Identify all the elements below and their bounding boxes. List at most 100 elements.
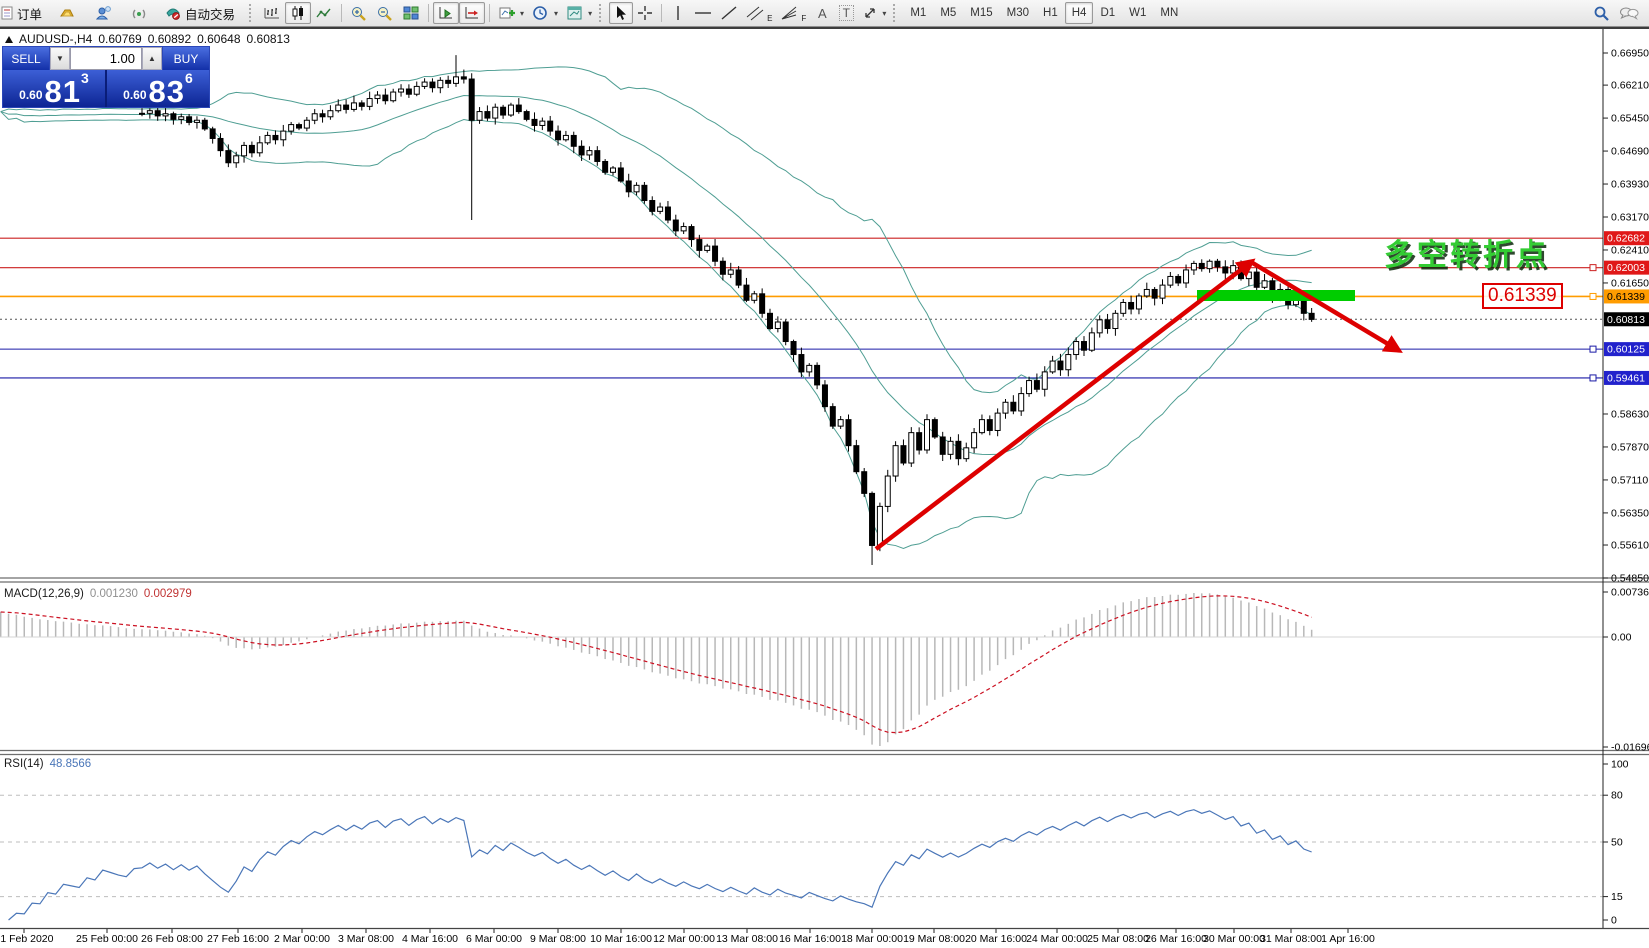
ohlc-close: 0.60813: [246, 32, 290, 46]
ohlc-low: 0.60648: [197, 32, 241, 46]
buy-button[interactable]: BUY: [162, 47, 209, 70]
indicator-axes: 0.007363 0.00 -0.01696 100 80 50 15 0: [1603, 587, 1649, 927]
label-tool-icon: T: [838, 5, 854, 21]
search-button[interactable]: [1589, 2, 1615, 24]
pane-frames: [0, 28, 1649, 930]
community-button[interactable]: [90, 2, 116, 24]
dropdown-arrow-icon: ▾: [520, 8, 525, 18]
templates-button[interactable]: ▾: [562, 2, 596, 24]
bid-pip-digit: 3: [81, 70, 89, 86]
rsi-axis-label: 100: [1611, 759, 1629, 771]
price-badge-label: 0.61339: [1607, 291, 1645, 303]
price-axis: 0.66950 0.66210 0.65450 0.64690 0.63930 0.631…: [1603, 48, 1649, 584]
line-chart-button[interactable]: [311, 2, 337, 24]
price-badge-label: 0.60125: [1607, 344, 1645, 356]
bar-chart-button[interactable]: [259, 2, 285, 24]
new-chart-button[interactable]: ▾: [494, 2, 528, 24]
arrows-tool-button[interactable]: ▾: [858, 2, 890, 24]
time-tick-label: 4 Mar 16:00: [402, 933, 458, 945]
autotrading-label: 自动交易: [185, 7, 236, 22]
channel-suffix: E: [767, 14, 773, 23]
rsi-value: 48.8566: [49, 758, 92, 770]
zoom-out-button[interactable]: [372, 2, 398, 24]
zoom-in-button[interactable]: [346, 2, 372, 24]
horizontal-line-button[interactable]: [690, 2, 716, 24]
timeframe-M15[interactable]: M15: [970, 7, 993, 19]
autotrading-button[interactable]: 自动交易: [160, 2, 239, 24]
price-badge: [1604, 231, 1649, 246]
timeframe-W1[interactable]: W1: [1129, 7, 1147, 19]
chart-shift-icon: [465, 7, 479, 19]
volume-input[interactable]: 1.00: [70, 47, 142, 70]
time-tick-label: 20 Mar 16:00: [965, 933, 1027, 945]
symbol-info: AUDUSD-,H4 0.60769 0.60892 0.60648 0.608…: [5, 32, 290, 46]
chart-drawings[interactable]: [874, 258, 1403, 551]
timeframe-M5[interactable]: M5: [940, 7, 957, 19]
one-click-trading-panel: SELL ▼ 1.00 ▲ BUY 0.60 81 3 0.60 83 6: [2, 46, 210, 108]
new-order-button[interactable]: 订单: [0, 2, 46, 24]
timeframe-MN[interactable]: MN: [1160, 7, 1179, 19]
price-badge-label: 0.60813: [1607, 314, 1645, 326]
crosshair-button[interactable]: [633, 2, 657, 24]
annotation-text[interactable]: 多空转折点: [1384, 239, 1549, 272]
timeframe-D1[interactable]: D1: [1100, 7, 1116, 19]
search-icon: [1594, 6, 1609, 21]
auto-scroll-icon: [439, 7, 453, 19]
chat-button[interactable]: [1615, 2, 1643, 24]
price-badge-label: 0.59461: [1607, 372, 1645, 384]
candlesticks: [139, 55, 1315, 565]
time-axis: 21 Feb 2020 25 Feb 00:00 26 Feb 08:00 27 Fe…: [0, 929, 1375, 945]
arrows-icon: [865, 8, 875, 18]
volume-increase-button[interactable]: ▲: [142, 47, 162, 70]
line-chart-icon: [316, 8, 331, 18]
trend-arrow-up: [874, 258, 1256, 551]
market-button[interactable]: [54, 2, 80, 24]
time-tick-label: 30 Mar 00:00: [1203, 933, 1265, 945]
price-tick-label: 0.66210: [1611, 80, 1649, 92]
price-tick-label: 0.61650: [1611, 277, 1649, 289]
timeframe-H4[interactable]: H4: [1064, 2, 1094, 24]
timeframe-H1[interactable]: H1: [1043, 7, 1058, 19]
timeframe-M30[interactable]: M30: [1006, 7, 1030, 19]
gold-icon: [60, 9, 74, 17]
equidistant-channel-button[interactable]: E: [742, 2, 776, 24]
chart-shift-button[interactable]: [459, 2, 486, 24]
horizontal-line-icon: [695, 12, 712, 14]
signals-button[interactable]: [126, 2, 152, 24]
ask-prefix: 0.60: [123, 88, 147, 102]
price-callout-box[interactable]: 0.61339: [1482, 283, 1563, 309]
candlestick-chart-button[interactable]: [285, 2, 312, 24]
fibonacci-button[interactable]: F: [776, 2, 810, 24]
macd-histogram: [0, 593, 1603, 746]
ask-price[interactable]: 0.60 83 6: [107, 70, 209, 107]
time-tick-label: 9 Mar 08:00: [530, 933, 586, 945]
macd-axis-label: 0.007363: [1611, 587, 1649, 599]
price-tick-label: 0.55610: [1611, 540, 1649, 552]
time-tick-label: 6 Mar 00:00: [466, 933, 522, 945]
tile-windows-button[interactable]: [398, 2, 424, 24]
chat-icon: [1620, 7, 1639, 20]
timeframe-M1[interactable]: M1: [910, 7, 927, 19]
price-tick-label: 0.64690: [1611, 146, 1649, 158]
periods-button[interactable]: ▾: [528, 2, 562, 24]
volume-decrease-button[interactable]: ▼: [50, 47, 70, 70]
time-tick-label: 25 Feb 00:00: [76, 933, 138, 945]
vertical-line-button[interactable]: [666, 2, 690, 24]
auto-scroll-button[interactable]: [433, 2, 460, 24]
highlight-rectangle: [1197, 290, 1355, 301]
toolbar-separator: [341, 4, 343, 22]
text-tool-button[interactable]: A: [810, 2, 834, 24]
bid-price[interactable]: 0.60 81 3: [3, 70, 107, 107]
trendline-button[interactable]: [716, 2, 742, 24]
time-tick-label: 25 Mar 08:00: [1087, 933, 1149, 945]
cursor-icon: [617, 6, 627, 20]
text-tool-icon: A: [817, 5, 827, 21]
time-tick-label: 31 Mar 08:00: [1260, 933, 1322, 945]
price-tick-label: 0.57110: [1611, 474, 1648, 486]
sell-button[interactable]: SELL: [3, 47, 50, 70]
cursor-button[interactable]: [609, 2, 634, 24]
macd-signal-value: 0.002979: [143, 588, 192, 600]
text-label-button[interactable]: T: [834, 2, 858, 24]
